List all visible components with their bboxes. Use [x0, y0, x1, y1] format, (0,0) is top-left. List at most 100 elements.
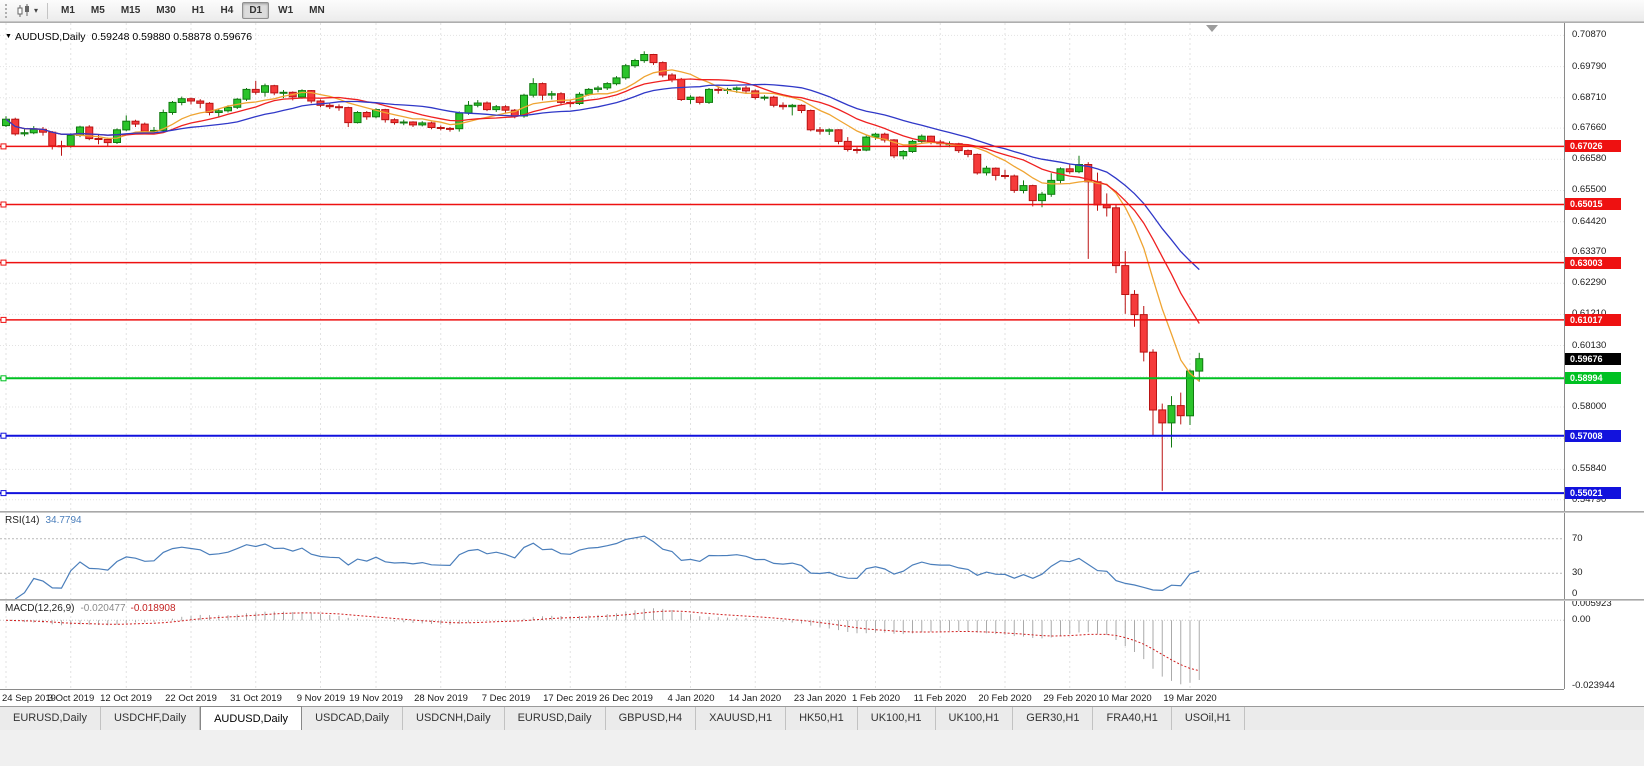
- price-tick-label: 0.70870: [1572, 29, 1607, 40]
- price-tick-label: 0.67660: [1572, 122, 1607, 133]
- candlestick-chart-canvas[interactable]: [0, 23, 1564, 511]
- price-tick-label: 0.68710: [1572, 92, 1607, 103]
- chart-tab-eurusd-daily[interactable]: EURUSD,Daily: [505, 707, 606, 730]
- timeframe-button-m1[interactable]: M1: [61, 5, 75, 16]
- macd-canvas[interactable]: [0, 601, 1564, 689]
- price-tick-label: 0.69790: [1572, 61, 1607, 72]
- macd-signal-line: [5, 610, 1200, 672]
- timeframe-toolbar: M1 M5 M15 M30 H1 H4 D1 W1 MN: [53, 2, 333, 19]
- candlestick-chart-icon[interactable]: [16, 3, 32, 18]
- pane-splitter[interactable]: [0, 599, 1644, 601]
- price-axis[interactable]: 0.70870 0.69790 0.68710 0.67660 0.66580 0.655…: [1564, 23, 1644, 691]
- price-tick-label: 0.60130: [1572, 340, 1607, 351]
- price-line-badge: 0.61017: [1565, 314, 1621, 326]
- price-tick-label: 0.62290: [1572, 277, 1607, 288]
- date-tick-label: 22 Oct 2019: [165, 693, 217, 704]
- macd-main-value: -0.020477: [80, 603, 126, 614]
- rsi-line: [14, 535, 1200, 599]
- chart-tab-usoil-h1[interactable]: USOil,H1: [1172, 707, 1245, 730]
- timeframe-button-m5[interactable]: M5: [90, 5, 105, 16]
- timeframe-button-m30[interactable]: M30: [156, 5, 176, 16]
- price-tick-label: 0.54790: [1572, 494, 1607, 505]
- price-line-badge: 0.55021: [1565, 487, 1621, 499]
- price-tick-label: 0.66580: [1572, 153, 1607, 164]
- toolbar: ▾ M1 M5 M15 M30 H1 H4 D1 W1 MN: [0, 0, 1644, 22]
- date-tick-label: 23 Jan 2020: [793, 693, 847, 704]
- timeframe-button-m15[interactable]: M15: [120, 5, 141, 16]
- macd-indicator-label: MACD(12,26,9) -0.020477 -0.018908: [5, 603, 176, 614]
- price-tick-label: 0.55840: [1572, 463, 1607, 474]
- timeframe-button-d1[interactable]: D1: [242, 2, 270, 19]
- date-tick-label: 9 Nov 2019: [296, 693, 346, 704]
- chart-tab-usdcnh-daily[interactable]: USDCNH,Daily: [403, 707, 505, 730]
- price-tick-label: 0.63370: [1572, 246, 1607, 257]
- rsi-tick-label: 30: [1572, 567, 1583, 578]
- toolbar-separator: [47, 2, 49, 19]
- chart-tab-uk100-h1[interactable]: UK100,H1: [936, 707, 1014, 730]
- macd-pane[interactable]: MACD(12,26,9) -0.020477 -0.018908: [0, 601, 1564, 689]
- line-handle[interactable]: [0, 316, 7, 323]
- timeframe-button-h4[interactable]: H4: [220, 5, 234, 16]
- toolbar-drag-handle[interactable]: [5, 3, 10, 18]
- chart-tab-gbpusd-h4[interactable]: GBPUSD,H4: [606, 707, 697, 730]
- line-handle[interactable]: [0, 143, 7, 150]
- ma-fast-line: [5, 69, 1200, 382]
- timeframe-button-mn[interactable]: MN: [309, 5, 325, 16]
- chart-symbol-period: AUDUSD,Daily: [14, 31, 86, 43]
- timeframe-button-w1[interactable]: W1: [278, 5, 294, 16]
- price-line-badge: 0.67026: [1565, 140, 1621, 152]
- date-tick-label: 24 Sep 2019: [2, 693, 56, 704]
- price-line-badge: 0.65015: [1565, 198, 1621, 210]
- chart-title: ▼ AUDUSD,Daily 0.59248 0.59880 0.58878 0.5…: [5, 27, 252, 45]
- line-handle[interactable]: [0, 201, 7, 208]
- price-line-badge: 0.58994: [1565, 372, 1621, 384]
- symbol-marker-icon[interactable]: ▼: [5, 33, 12, 40]
- ma-slow-line: [5, 83, 1200, 271]
- rsi-canvas[interactable]: [0, 513, 1564, 599]
- chart-tab-uk100-h1[interactable]: UK100,H1: [858, 707, 936, 730]
- line-handle[interactable]: [0, 375, 7, 382]
- macd-histogram: [14, 608, 1200, 685]
- line-handle[interactable]: [0, 432, 7, 439]
- date-tick-label: 19 Nov 2019: [349, 693, 403, 704]
- main-chart-pane[interactable]: ▼ AUDUSD,Daily 0.59248 0.59880 0.58878 0.5…: [0, 23, 1564, 511]
- chart-tabs-bar: EURUSD,Daily USDCHF,Daily AUDUSD,Daily USDC…: [0, 706, 1644, 730]
- date-tick-label: 28 Nov 2019: [414, 693, 468, 704]
- chart-tab-ger30-h1[interactable]: GER30,H1: [1013, 707, 1094, 730]
- date-tick-label: 20 Feb 2020: [978, 693, 1032, 704]
- pane-splitter[interactable]: [0, 511, 1644, 513]
- price-line-badge: 0.63003: [1565, 257, 1621, 269]
- rsi-indicator-label: RSI(14) 34.7794: [5, 515, 82, 526]
- line-handle[interactable]: [0, 490, 7, 497]
- date-tick-label: 4 Jan 2020: [667, 693, 715, 704]
- date-tick-label: 19 Mar 2020: [1163, 693, 1217, 704]
- date-tick-label: 29 Feb 2020: [1043, 693, 1097, 704]
- chart-tab-usdcad-daily[interactable]: USDCAD,Daily: [302, 707, 404, 730]
- date-tick-label: 14 Jan 2020: [728, 693, 782, 704]
- chart-tab-hk50-h1[interactable]: HK50,H1: [786, 707, 858, 730]
- rsi-tick-label: 0: [1572, 588, 1578, 599]
- price-tick-label: 0.58000: [1572, 401, 1607, 412]
- chart-shift-marker[interactable]: [1206, 25, 1218, 32]
- chart-tab-xauusd-h1[interactable]: XAUUSD,H1: [696, 707, 787, 730]
- chart-tab-fra40-h1[interactable]: FRA40,H1: [1093, 707, 1172, 730]
- chart-tab-audusd-daily[interactable]: AUDUSD,Daily: [200, 706, 303, 730]
- date-tick-label: 1 Feb 2020: [851, 693, 901, 704]
- date-axis[interactable]: 24 Sep 2019 3 Oct 2019 12 Oct 2019 22 Oct 2…: [0, 689, 1564, 707]
- macd-tick-label: -0.023944: [1572, 680, 1615, 691]
- macd-name: MACD(12,26,9): [5, 603, 75, 614]
- macd-tick-label: 0.005923: [1572, 598, 1612, 609]
- rsi-pane[interactable]: RSI(14) 34.7794: [0, 513, 1564, 599]
- chart-tab-eurusd-daily[interactable]: EURUSD,Daily: [0, 707, 101, 730]
- macd-tick-label: 0.00: [1572, 614, 1591, 625]
- date-tick-label: 7 Dec 2019: [481, 693, 531, 704]
- timeframe-button-h1[interactable]: H1: [191, 5, 205, 16]
- date-tick-label: 11 Feb 2020: [913, 693, 967, 704]
- chart-ohlc-values: 0.59248 0.59880 0.58878 0.59676: [91, 31, 253, 43]
- line-handle[interactable]: [0, 259, 7, 266]
- chart-tab-usdchf-daily[interactable]: USDCHF,Daily: [101, 707, 201, 730]
- price-line-badge: 0.57008: [1565, 430, 1621, 442]
- chart-type-dropdown-icon[interactable]: ▾: [34, 6, 39, 15]
- rsi-name: RSI(14): [5, 515, 40, 526]
